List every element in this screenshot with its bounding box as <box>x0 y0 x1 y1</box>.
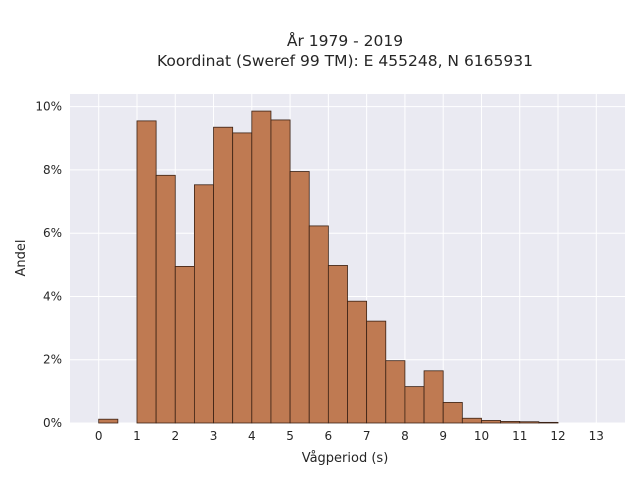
x-tick-label: 12 <box>550 429 565 443</box>
x-tick-label: 6 <box>325 429 333 443</box>
histogram-bar <box>385 360 406 424</box>
histogram-bars <box>98 110 559 424</box>
y-tick-label: 6% <box>43 226 62 240</box>
histogram-bar <box>519 421 540 424</box>
y-tick-label: 2% <box>43 353 62 367</box>
x-tick-label: 0 <box>95 429 103 443</box>
histogram-bar <box>327 265 348 424</box>
x-tick-label: 9 <box>439 429 447 443</box>
y-tick-label: 10% <box>35 100 62 114</box>
x-tick-label: 7 <box>363 429 371 443</box>
y-axis-label: Andel <box>14 240 29 277</box>
y-tick-label: 8% <box>43 163 62 177</box>
histogram-bar <box>136 120 157 424</box>
histogram-bar <box>308 225 329 424</box>
chart-title-line-2: Koordinat (Sweref 99 TM): E 455248, N 61… <box>157 52 533 70</box>
x-tick-label: 2 <box>171 429 179 443</box>
histogram-bar <box>461 417 482 424</box>
histogram-bar <box>366 320 387 424</box>
histogram-bar <box>481 420 502 424</box>
y-tick-label: 4% <box>43 289 62 303</box>
chart-title-line-1: År 1979 - 2019 <box>287 31 403 50</box>
x-axis-ticks: 0 1 2 3 4 5 6 7 8 9 10 11 12 13 <box>95 429 604 443</box>
histogram-bar <box>538 421 559 424</box>
histogram-bar <box>423 370 444 424</box>
x-tick-label: 10 <box>474 429 489 443</box>
histogram-bar <box>442 402 463 424</box>
x-tick-label: 1 <box>133 429 141 443</box>
histogram-bar <box>289 171 310 424</box>
histogram-bar <box>155 174 176 424</box>
histogram-bar <box>193 184 214 424</box>
histogram-bar <box>404 386 425 424</box>
histogram-bar <box>500 421 521 424</box>
x-tick-label: 13 <box>589 429 604 443</box>
x-tick-label: 3 <box>210 429 218 443</box>
histogram-bar <box>251 110 272 424</box>
y-axis-ticks: 0% 2% 4% 6% 8% 10% <box>35 100 62 430</box>
histogram-bar <box>232 132 253 424</box>
histogram-bar <box>213 126 234 424</box>
y-tick-label: 0% <box>43 416 62 430</box>
x-axis-label: Vågperiod (s) <box>302 451 389 466</box>
x-tick-label: 11 <box>512 429 527 443</box>
histogram-bar <box>98 418 119 424</box>
histogram-bar <box>270 119 291 424</box>
x-tick-label: 8 <box>401 429 409 443</box>
histogram-bar <box>174 266 195 424</box>
x-tick-label: 4 <box>248 429 256 443</box>
histogram-bar <box>347 300 368 424</box>
x-tick-label: 5 <box>286 429 294 443</box>
